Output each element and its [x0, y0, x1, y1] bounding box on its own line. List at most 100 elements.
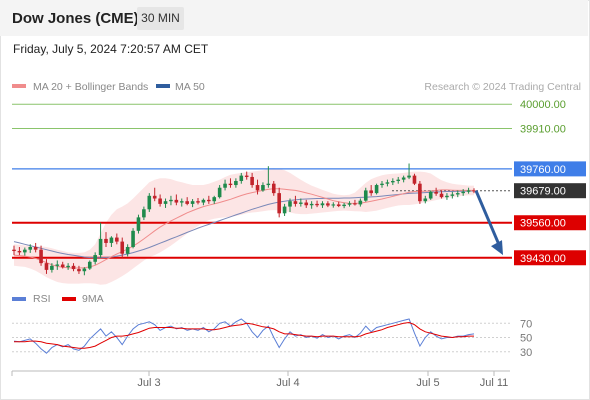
- candle-body: [369, 190, 373, 194]
- candle: [369, 185, 373, 196]
- candle-body: [60, 264, 65, 268]
- candle: [418, 181, 422, 204]
- candle: [380, 181, 384, 188]
- candle: [190, 199, 195, 208]
- candle: [391, 178, 395, 186]
- rsi-legend-label: RSI: [33, 293, 51, 305]
- candle-body: [71, 265, 76, 270]
- candle-body: [347, 203, 352, 205]
- candle: [158, 194, 162, 207]
- candle: [196, 197, 200, 205]
- candle-body: [282, 206, 287, 214]
- candle: [277, 187, 281, 218]
- candle: [147, 193, 152, 212]
- candle: [179, 198, 184, 207]
- candle: [309, 201, 314, 209]
- bollinger-band: [14, 168, 474, 285]
- candle: [50, 263, 54, 273]
- candle: [244, 171, 249, 180]
- candle: [228, 178, 233, 188]
- candle-body: [179, 201, 184, 203]
- rsi-axis-label: 50: [520, 333, 532, 345]
- candle: [455, 190, 460, 198]
- candle: [396, 176, 401, 184]
- candle: [288, 198, 292, 212]
- rsi-axis-label: 30: [520, 347, 532, 359]
- candle-body: [82, 268, 87, 272]
- candle-body: [439, 193, 444, 198]
- candle: [33, 242, 38, 253]
- candle-body: [299, 202, 303, 204]
- candle-body: [331, 204, 336, 206]
- candle-body: [271, 183, 276, 194]
- candle-body: [104, 238, 108, 243]
- candle: [428, 190, 433, 200]
- candle-body: [461, 191, 465, 194]
- candle: [93, 252, 97, 265]
- candle: [125, 244, 130, 257]
- candle: [185, 197, 189, 206]
- candle: [331, 202, 336, 208]
- candle-body: [109, 237, 114, 243]
- candle-body: [190, 201, 195, 204]
- candle: [304, 199, 309, 208]
- instrument-title: Dow Jones (CME): [12, 10, 139, 27]
- candle: [299, 198, 303, 207]
- candle-body: [309, 203, 314, 206]
- candle-body: [418, 183, 422, 202]
- price-label-39679.00: 39679.00: [520, 186, 566, 198]
- candle: [169, 195, 173, 206]
- candle: [347, 201, 352, 207]
- candle-body: [142, 209, 146, 218]
- candle-body: [66, 265, 70, 268]
- candle: [28, 244, 33, 253]
- candle: [412, 173, 417, 186]
- price-label-39910.00: 39910.00: [520, 123, 566, 135]
- candle-body: [44, 263, 49, 270]
- candle-body: [304, 202, 309, 206]
- candle: [401, 175, 406, 183]
- candle: [12, 245, 16, 256]
- candle-body: [163, 201, 168, 204]
- candle: [174, 194, 179, 206]
- candle-body: [212, 197, 217, 202]
- candle-body: [131, 230, 135, 247]
- candle-body: [466, 190, 471, 192]
- candle-body: [28, 246, 33, 250]
- x-tick-label: Jul 4: [276, 377, 299, 389]
- candle-body: [336, 204, 341, 207]
- timeframe-badge[interactable]: 30 MIN: [137, 7, 184, 30]
- candle: [136, 214, 141, 234]
- candle: [423, 195, 428, 204]
- candle-body: [23, 249, 27, 253]
- candle-body: [174, 199, 179, 203]
- candle-body: [87, 261, 92, 269]
- legend-label-ma50: MA 50: [175, 81, 205, 93]
- candle: [98, 222, 103, 258]
- candle-body: [391, 181, 395, 183]
- candle: [82, 267, 87, 276]
- candle: [374, 183, 379, 195]
- candle: [120, 237, 125, 258]
- candle: [261, 182, 265, 192]
- candle: [282, 203, 287, 217]
- candle-body: [363, 190, 368, 201]
- candle-body: [250, 176, 254, 186]
- candle: [109, 236, 114, 247]
- rsi-axis-label: 70: [520, 318, 532, 330]
- candle-body: [207, 199, 211, 202]
- candle: [271, 181, 276, 196]
- candle-body: [50, 265, 54, 270]
- candle: [239, 172, 244, 184]
- price-tag-39679.00: [514, 183, 586, 199]
- candle-body: [288, 201, 292, 207]
- candle-body: [196, 201, 200, 203]
- candle: [293, 195, 298, 207]
- candle-body: [12, 249, 16, 252]
- candle-body: [228, 183, 233, 186]
- candle: [407, 163, 411, 180]
- candle-body: [234, 181, 238, 186]
- candle: [326, 201, 330, 208]
- candle-body: [266, 183, 271, 186]
- candle-body: [17, 251, 22, 253]
